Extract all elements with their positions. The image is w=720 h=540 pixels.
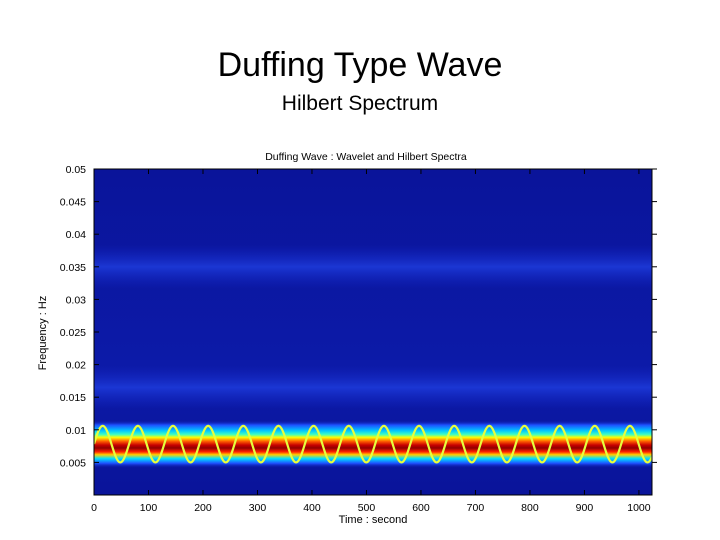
y-tick-label: 0.035 xyxy=(60,262,86,274)
y-tick-label: 0.03 xyxy=(66,294,87,306)
x-tick-label: 900 xyxy=(576,502,594,514)
secondary-frequency-band xyxy=(94,365,652,410)
x-tick-label: 200 xyxy=(194,502,212,514)
y-tick-label: 0.05 xyxy=(66,164,87,176)
x-tick-label: 1000 xyxy=(627,502,651,514)
secondary-frequency-band xyxy=(94,244,652,289)
y-tick-label: 0.005 xyxy=(60,457,86,469)
x-tick-label: 700 xyxy=(467,502,485,514)
x-axis-title: Time : second xyxy=(339,514,408,526)
y-tick-label: 0.04 xyxy=(66,229,87,241)
hilbert-instantaneous-frequency-line xyxy=(94,424,652,464)
x-tick-label: 800 xyxy=(521,502,539,514)
y-axis-ticks: 0.005 0.01 0.015 0.02 0.025 0.03 0.035 0.04 0.04… xyxy=(60,164,657,469)
x-tick-label: 400 xyxy=(303,502,321,514)
y-tick-label: 0.045 xyxy=(60,197,86,209)
y-tick-label: 0.02 xyxy=(66,360,87,372)
x-tick-label: 100 xyxy=(140,502,158,514)
x-tick-label: 0 xyxy=(91,502,97,514)
y-tick-label: 0.01 xyxy=(66,425,87,437)
chart-title: Duffing Wave : Wavelet and Hilbert Spect… xyxy=(265,151,467,163)
slide-title: Duffing Type Wave xyxy=(217,46,503,84)
x-tick-label: 500 xyxy=(358,502,376,514)
x-tick-label: 600 xyxy=(412,502,430,514)
slide-subtitle: Hilbert Spectrum xyxy=(281,92,439,115)
plot-area xyxy=(94,169,652,495)
x-tick-label: 300 xyxy=(249,502,267,514)
x-axis-ticks: 0 100 200 300 400 500 600 700 800 900 1000 xyxy=(91,169,651,514)
secondary-bands xyxy=(94,244,652,410)
y-tick-label: 0.015 xyxy=(60,392,86,404)
y-axis-title: Frequency : Hz xyxy=(37,296,49,371)
y-tick-label: 0.025 xyxy=(60,327,86,339)
